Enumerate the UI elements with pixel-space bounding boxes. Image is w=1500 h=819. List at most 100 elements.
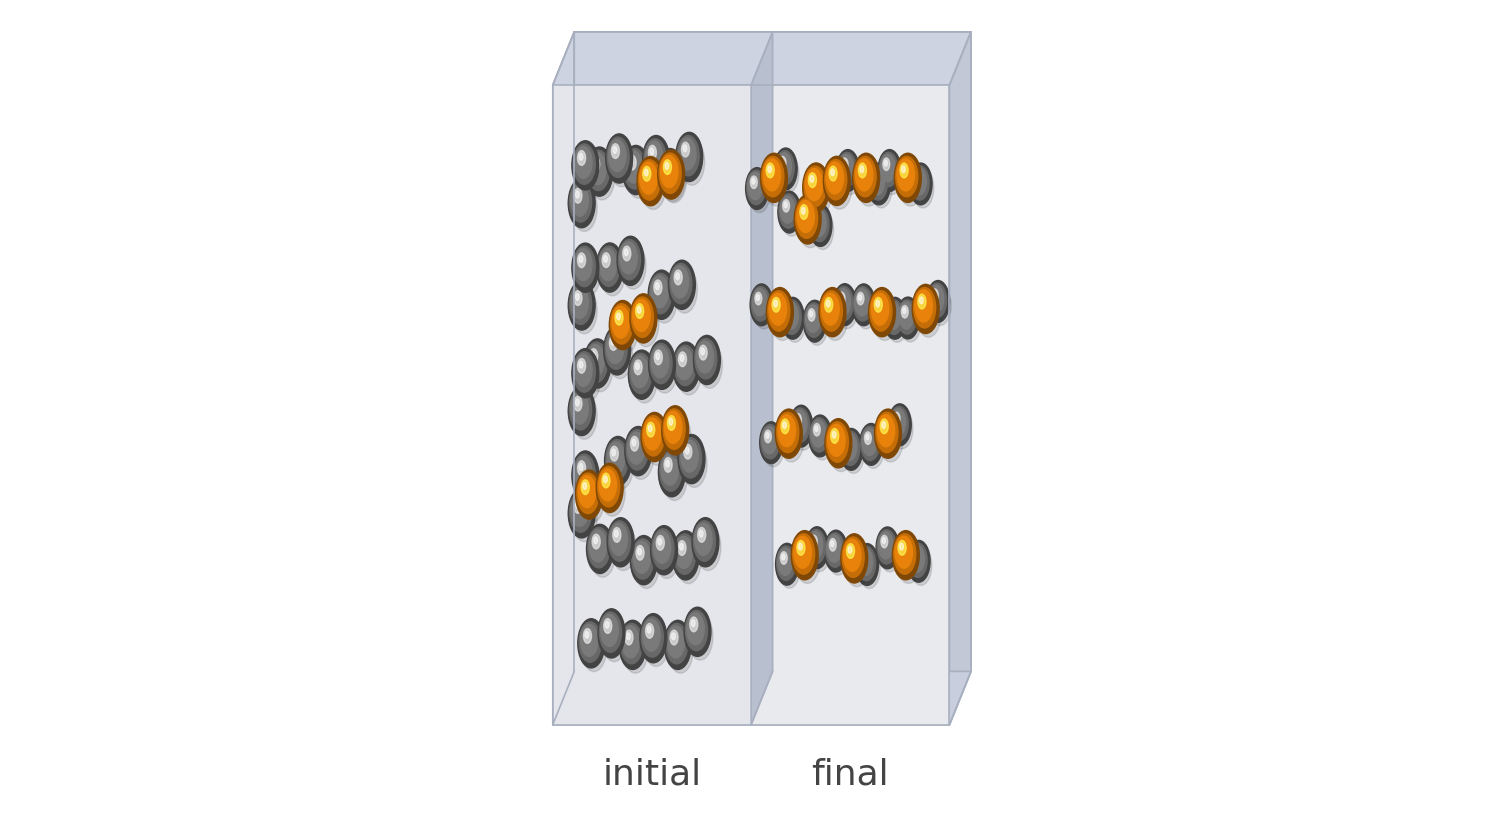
Circle shape [879, 532, 900, 572]
Circle shape [880, 536, 888, 548]
Circle shape [636, 363, 639, 370]
Circle shape [621, 624, 642, 664]
Circle shape [792, 411, 814, 450]
Circle shape [874, 298, 882, 313]
Circle shape [839, 156, 854, 183]
Circle shape [808, 532, 824, 559]
Circle shape [801, 208, 806, 215]
Circle shape [675, 536, 693, 568]
Circle shape [798, 201, 824, 248]
Circle shape [808, 310, 814, 322]
Circle shape [645, 419, 670, 466]
Circle shape [662, 406, 688, 455]
Circle shape [808, 206, 832, 247]
Circle shape [628, 156, 636, 171]
Circle shape [885, 301, 903, 335]
Circle shape [572, 495, 588, 527]
Circle shape [644, 419, 662, 450]
Circle shape [591, 352, 596, 359]
Circle shape [910, 166, 928, 201]
Circle shape [630, 536, 657, 585]
Circle shape [700, 349, 705, 355]
Circle shape [572, 451, 598, 500]
Circle shape [830, 539, 836, 551]
Circle shape [598, 247, 619, 287]
Circle shape [644, 139, 666, 180]
Circle shape [574, 458, 602, 505]
Circle shape [598, 609, 625, 658]
Circle shape [896, 536, 912, 568]
Circle shape [586, 345, 604, 377]
Circle shape [622, 147, 650, 196]
Circle shape [672, 633, 675, 640]
Circle shape [837, 153, 856, 188]
Circle shape [574, 292, 582, 306]
Circle shape [612, 307, 638, 354]
Circle shape [626, 631, 633, 645]
Circle shape [633, 542, 660, 589]
Circle shape [680, 438, 702, 478]
Circle shape [840, 156, 861, 195]
Circle shape [692, 518, 718, 567]
Circle shape [640, 614, 668, 663]
Circle shape [760, 154, 788, 203]
Circle shape [852, 284, 874, 326]
Circle shape [639, 161, 660, 201]
Circle shape [590, 531, 606, 563]
Circle shape [790, 531, 818, 580]
Circle shape [618, 240, 640, 280]
Circle shape [576, 294, 579, 301]
Circle shape [609, 521, 630, 562]
Circle shape [888, 405, 910, 446]
Circle shape [590, 531, 615, 577]
Circle shape [871, 294, 889, 326]
Circle shape [576, 470, 603, 519]
Circle shape [770, 294, 786, 326]
Circle shape [856, 161, 882, 207]
Circle shape [660, 156, 686, 202]
Circle shape [698, 342, 723, 389]
Circle shape [766, 433, 770, 439]
Circle shape [812, 210, 834, 251]
Circle shape [616, 314, 621, 320]
Circle shape [648, 425, 652, 432]
Circle shape [855, 544, 879, 586]
Circle shape [839, 292, 844, 305]
Circle shape [870, 292, 892, 332]
Circle shape [897, 161, 924, 207]
Circle shape [614, 528, 621, 543]
Circle shape [912, 169, 934, 209]
Circle shape [648, 146, 657, 161]
Circle shape [640, 164, 666, 210]
Circle shape [806, 305, 820, 333]
Circle shape [676, 133, 702, 183]
Circle shape [602, 253, 610, 268]
Circle shape [822, 294, 848, 341]
Circle shape [788, 309, 790, 314]
Circle shape [675, 274, 680, 280]
Circle shape [672, 267, 698, 314]
Circle shape [574, 499, 582, 514]
Circle shape [842, 159, 848, 171]
Circle shape [800, 206, 808, 220]
Circle shape [606, 440, 628, 481]
Circle shape [827, 163, 843, 195]
Circle shape [610, 305, 633, 345]
Circle shape [696, 342, 714, 373]
Circle shape [827, 536, 842, 563]
Circle shape [876, 301, 879, 308]
Circle shape [879, 153, 898, 188]
Circle shape [686, 611, 708, 651]
Circle shape [687, 613, 703, 645]
Circle shape [766, 164, 774, 179]
Circle shape [894, 534, 916, 574]
Circle shape [774, 301, 777, 308]
Circle shape [633, 541, 651, 573]
Circle shape [896, 157, 918, 197]
Circle shape [865, 435, 868, 441]
Circle shape [812, 421, 832, 460]
Circle shape [884, 298, 906, 340]
Circle shape [681, 441, 706, 488]
Circle shape [570, 492, 591, 532]
Circle shape [843, 540, 861, 572]
